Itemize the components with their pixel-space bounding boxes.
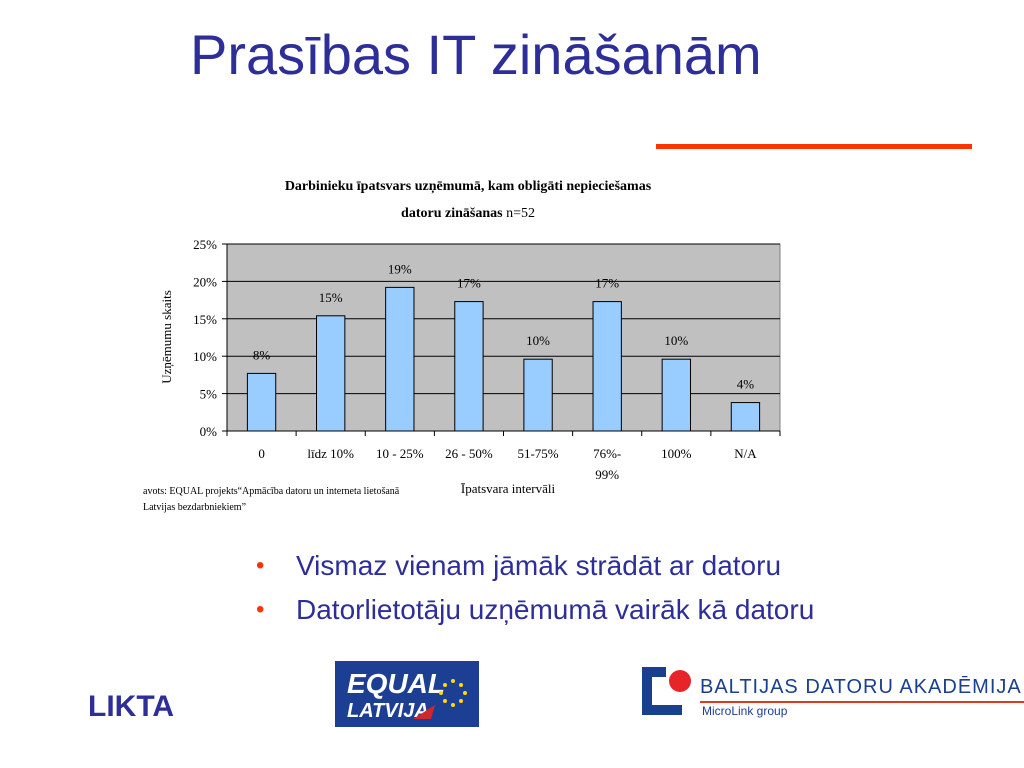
accent-line [656,144,972,149]
y-tick-label: 25% [193,237,217,252]
bar [730,402,761,432]
data-labels: 8% 15% 19% 17% 10% 17% 10% 4% [253,261,754,391]
bar [385,286,415,432]
equal-latvija-logo: EQUAL LATVIJA [335,661,479,727]
bar [661,358,691,432]
data-label: 10% [664,333,688,348]
y-axis-label: Uzņēmumu skaits [159,290,174,384]
y-tick-label: 15% [193,312,217,327]
x-tick-label: 100% [661,446,692,461]
data-label: 17% [457,276,481,291]
bars [246,286,761,432]
bar [246,372,277,432]
bar [523,358,553,432]
data-label: 8% [253,347,271,362]
x-tick-label: 26 - 50% [445,446,493,461]
bda-subtitle: MicroLink group [702,704,788,718]
x-tick-label: 0 [258,446,265,461]
x-tick-label: 51-75% [517,446,558,461]
x-tick-label: N/A [734,446,757,461]
bullet-text: Vismaz vienam jāmāk strādāt ar datoru [296,550,782,581]
y-tick-label: 20% [193,274,217,289]
bda-logo-icon [642,667,691,715]
data-label: 19% [388,261,412,276]
bar [316,315,346,432]
bullet-item: • Vismaz vienam jāmāk strādāt ar datoru [256,544,814,588]
eu-stars-icon [439,679,467,707]
y-tick-labels: 0% 5% 10% 15% 20% 25% [193,237,217,439]
chart-title-line2: datoru zināšanas n=52 [401,206,535,221]
x-tick-labels: 0 līdz 10% 10 - 25% 26 - 50% 51-75% 76%- 99% 10… [258,446,757,482]
chart-title-n: n=52 [503,206,535,221]
bullet-list: • Vismaz vienam jāmāk strādāt ar datoru •… [256,544,814,632]
plot-area [226,243,781,432]
x-tick-label: 99% [595,467,619,482]
data-label: 10% [526,333,550,348]
slide-title: Prasības IT zināšanām [190,23,762,86]
y-tick-label: 0% [200,424,218,439]
bda-rule [700,701,1024,703]
chart-title-bold: datoru zināšanas [401,206,503,221]
bullet-icon: • [256,596,265,623]
data-label: 15% [319,290,343,305]
bullet-icon: • [256,552,265,579]
bullet-text: Datorlietotāju uzņēmumā vairāk kā datoru [296,594,815,625]
data-label: 4% [737,377,755,392]
source-note: avots: EQUAL projekts“Apmācība datoru un… [143,486,400,513]
bda-name: BALTIJAS DATORU AKADĒMIJA [700,676,1022,698]
data-label: 17% [595,276,619,291]
likta-label: LIKTA [88,690,175,723]
chart-title-line1: Darbinieku īpatsvars uzņēmumā, kam oblig… [285,179,652,194]
equal-logo-text: EQUAL [347,668,445,699]
latvija-logo-text: LATVIJA [347,700,429,722]
bar [592,301,622,432]
bar-chart: Darbinieku īpatsvars uzņēmumā, kam oblig… [159,179,781,496]
y-tick-label: 10% [193,349,217,364]
x-tick-label: 76%- [593,446,621,461]
x-tick-label: 10 - 25% [376,446,424,461]
bar [454,301,484,432]
y-tick-label: 5% [200,387,218,402]
x-axis-label: Īpatsvara intervāli [461,481,556,496]
bullet-item: • Datorlietotāju uzņēmumā vairāk kā dator… [256,588,814,632]
x-tick-label: līdz 10% [307,446,354,461]
